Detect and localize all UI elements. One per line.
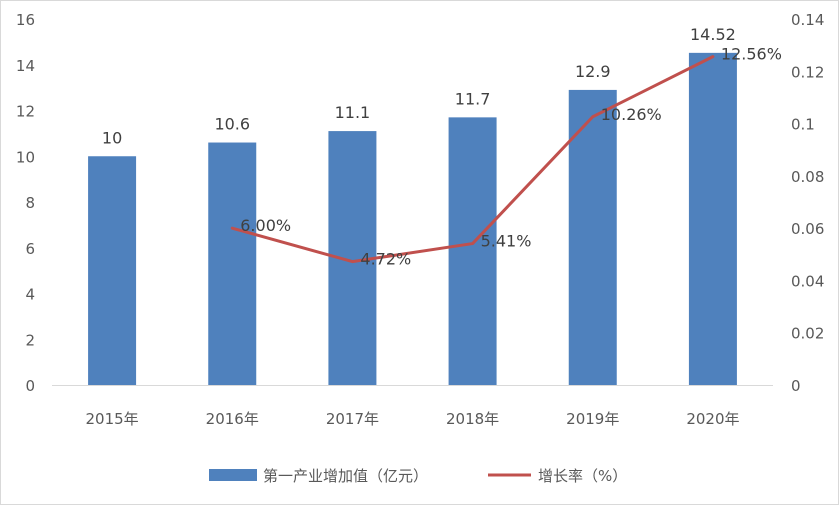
x-tick-label: 2018年	[446, 410, 499, 428]
y-right-tick-label: 0.04	[791, 272, 824, 290]
y-left-tick-label: 12	[16, 103, 35, 121]
line-data-label: 6.00%	[240, 216, 291, 235]
line-data-label: 12.56%	[721, 45, 782, 64]
axes-layer: 0 2 4 6 8 10 12 14 16 0 0.02 0.04 0.06 0.08 0.1 0.12 0.1…	[16, 11, 825, 428]
bar-data-label: 10	[102, 128, 122, 147]
line-data-label: 5.41%	[481, 232, 532, 251]
legend-bar-swatch	[209, 469, 257, 481]
y-left-tick-label: 10	[16, 148, 35, 166]
bar	[568, 89, 617, 385]
y-left-tick-label: 14	[16, 57, 35, 75]
bar-data-label: 14.52	[690, 25, 736, 44]
bar-data-label: 11.7	[455, 89, 491, 108]
x-tick-label: 2017年	[326, 410, 379, 428]
y-left-tick-label: 16	[16, 11, 35, 29]
y-left-tick-label: 0	[25, 377, 35, 395]
y-left-tick-label: 8	[25, 194, 35, 212]
y-right-tick-label: 0.02	[791, 325, 824, 343]
line-series	[230, 55, 715, 264]
data-labels: 10 10.6 11.1 11.7 12.9 14.52 6.00% 4.72% 5.41% 10…	[102, 25, 782, 269]
y-right-tick-label: 0.06	[791, 220, 824, 238]
y-left-tick-label: 4	[25, 286, 35, 304]
legend-line-label: 增长率（%）	[538, 467, 627, 485]
y-right-tick-label: 0.14	[791, 11, 824, 29]
y-right-tick-label: 0	[791, 377, 801, 395]
x-tick-label: 2020年	[686, 410, 739, 428]
y-left-tick-label: 2	[25, 331, 35, 349]
bar	[688, 52, 737, 385]
line-data-label: 4.72%	[360, 250, 411, 269]
bar	[88, 156, 137, 385]
bar-data-label: 10.6	[214, 115, 250, 134]
line-data-label: 10.26%	[601, 105, 662, 124]
legend-bar-label: 第一产业增加值（亿元）	[263, 467, 428, 485]
legend: 第一产业增加值（亿元） 增长率（%）	[209, 467, 627, 485]
y-right-tick-label: 0.12	[791, 63, 824, 81]
bar	[448, 117, 497, 386]
x-tick-label: 2015年	[85, 410, 138, 428]
growth-rate-line	[230, 55, 715, 264]
bar-data-label: 11.1	[335, 103, 371, 122]
bar	[208, 142, 257, 385]
bar-series	[88, 52, 737, 386]
x-tick-label: 2019年	[566, 410, 619, 428]
y-left-tick-label: 6	[25, 240, 35, 258]
x-tick-label: 2016年	[206, 410, 259, 428]
bar-data-label: 12.9	[575, 62, 611, 81]
y-right-tick-label: 0.1	[791, 116, 815, 134]
y-right-tick-label: 0.08	[791, 168, 824, 186]
